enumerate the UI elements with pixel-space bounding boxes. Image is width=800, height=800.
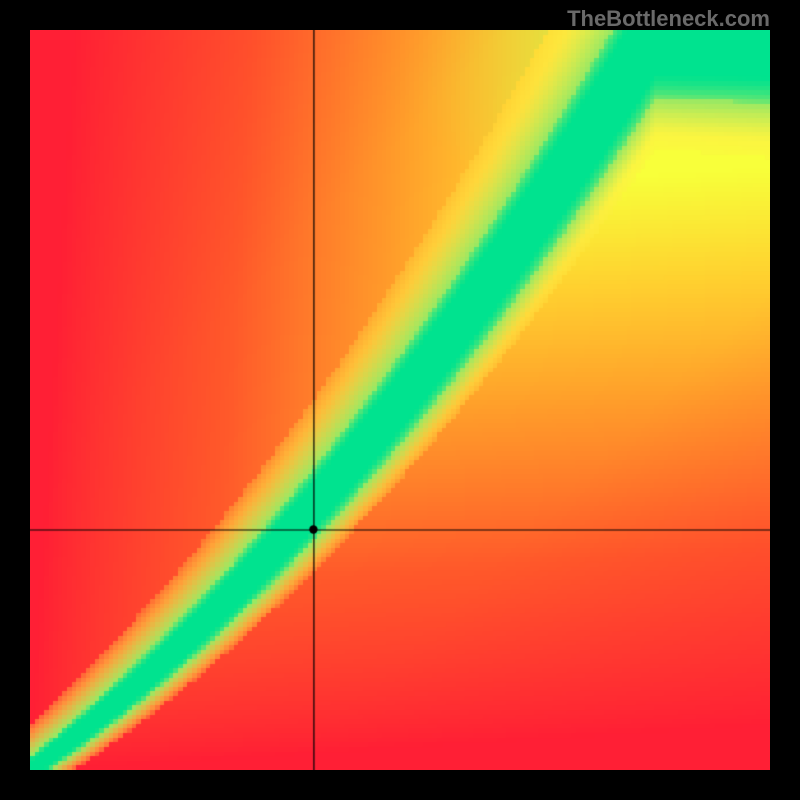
- heatmap-canvas: [30, 30, 770, 770]
- chart-container: TheBottleneck.com: [0, 0, 800, 800]
- watermark-text: TheBottleneck.com: [567, 6, 770, 32]
- plot-area: [30, 30, 770, 770]
